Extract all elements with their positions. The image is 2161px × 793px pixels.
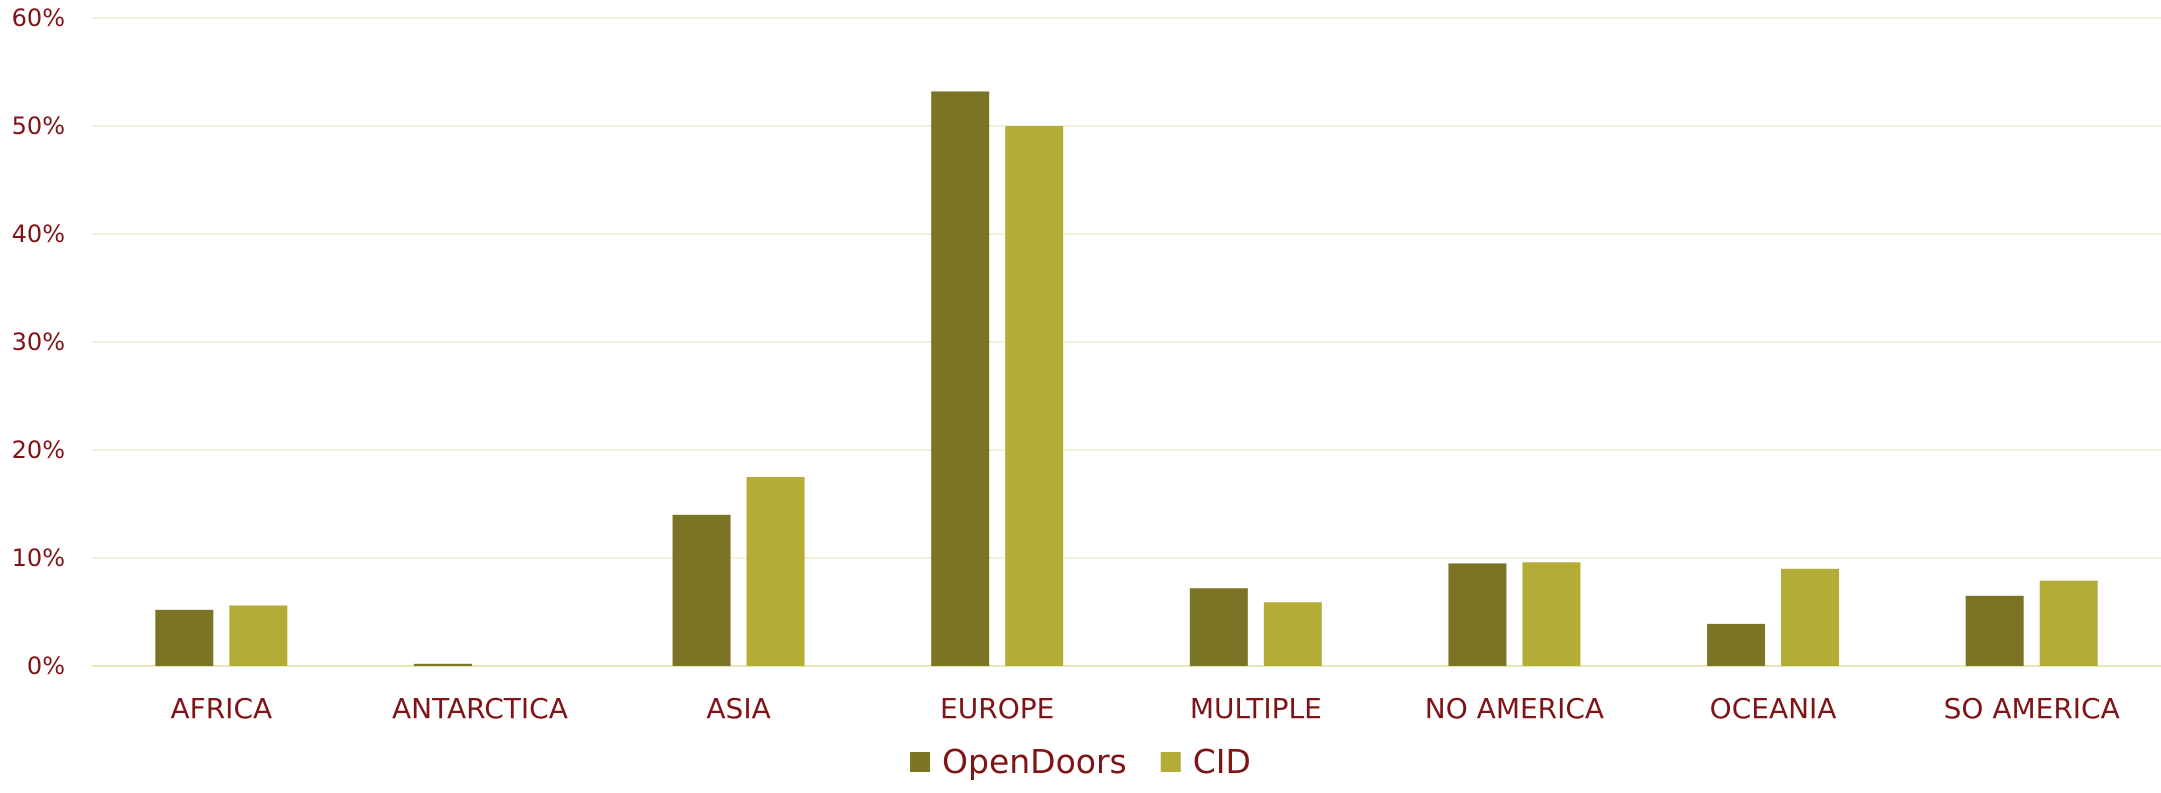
y-tick-label: 60%	[12, 4, 65, 32]
legend-label-cid: CID	[1193, 742, 1251, 781]
x-category-label: NO AMERICA	[1425, 692, 1604, 725]
y-tick-label: 40%	[12, 220, 65, 248]
bar-cid-multiple	[1263, 602, 1322, 666]
legend-swatch-cid	[1160, 752, 1181, 772]
bar-opendoors-asia	[672, 514, 731, 666]
bar-cid-so-america	[2039, 580, 2098, 666]
bar-opendoors-so-america	[1965, 595, 2024, 666]
y-tick-label: 30%	[12, 328, 65, 356]
y-axis-ticks: 0% 10% 20% 30% 40% 50% 60%	[12, 4, 65, 680]
bars	[155, 91, 2098, 666]
x-axis-categories: AFRICA ANTARCTICA ASIA EUROPE MULTIPLE NO AME…	[170, 692, 2119, 725]
bar-cid-no-america	[1522, 562, 1581, 666]
x-category-label: AFRICA	[170, 692, 272, 725]
bar-cid-africa	[229, 605, 288, 666]
y-tick-label: 10%	[12, 544, 65, 572]
bar-opendoors-no-america	[1448, 563, 1507, 666]
bar-cid-asia	[746, 477, 805, 666]
bar-opendoors-oceania	[1707, 623, 1766, 666]
legend: OpenDoors CID	[910, 742, 1251, 781]
bar-opendoors-antarctica	[413, 663, 472, 666]
bar-opendoors-multiple	[1189, 588, 1248, 666]
x-category-label: EUROPE	[940, 692, 1054, 725]
x-category-label: MULTIPLE	[1190, 692, 1322, 725]
x-category-label: ASIA	[706, 692, 770, 725]
x-category-label: ANTARCTICA	[392, 692, 568, 725]
legend-swatch-opendoors	[910, 752, 931, 772]
y-tick-label: 0%	[27, 652, 65, 680]
bar-cid-oceania	[1781, 568, 1840, 666]
x-category-label: SO AMERICA	[1944, 692, 2120, 725]
y-tick-label: 50%	[12, 112, 65, 140]
bar-cid-europe	[1005, 126, 1064, 666]
bar-opendoors-africa	[155, 609, 214, 666]
gridlines	[92, 17, 2161, 667]
y-tick-label: 20%	[12, 436, 65, 464]
x-category-label: OCEANIA	[1710, 692, 1837, 725]
legend-label-opendoors: OpenDoors	[942, 742, 1127, 781]
bar-opendoors-europe	[931, 91, 990, 666]
